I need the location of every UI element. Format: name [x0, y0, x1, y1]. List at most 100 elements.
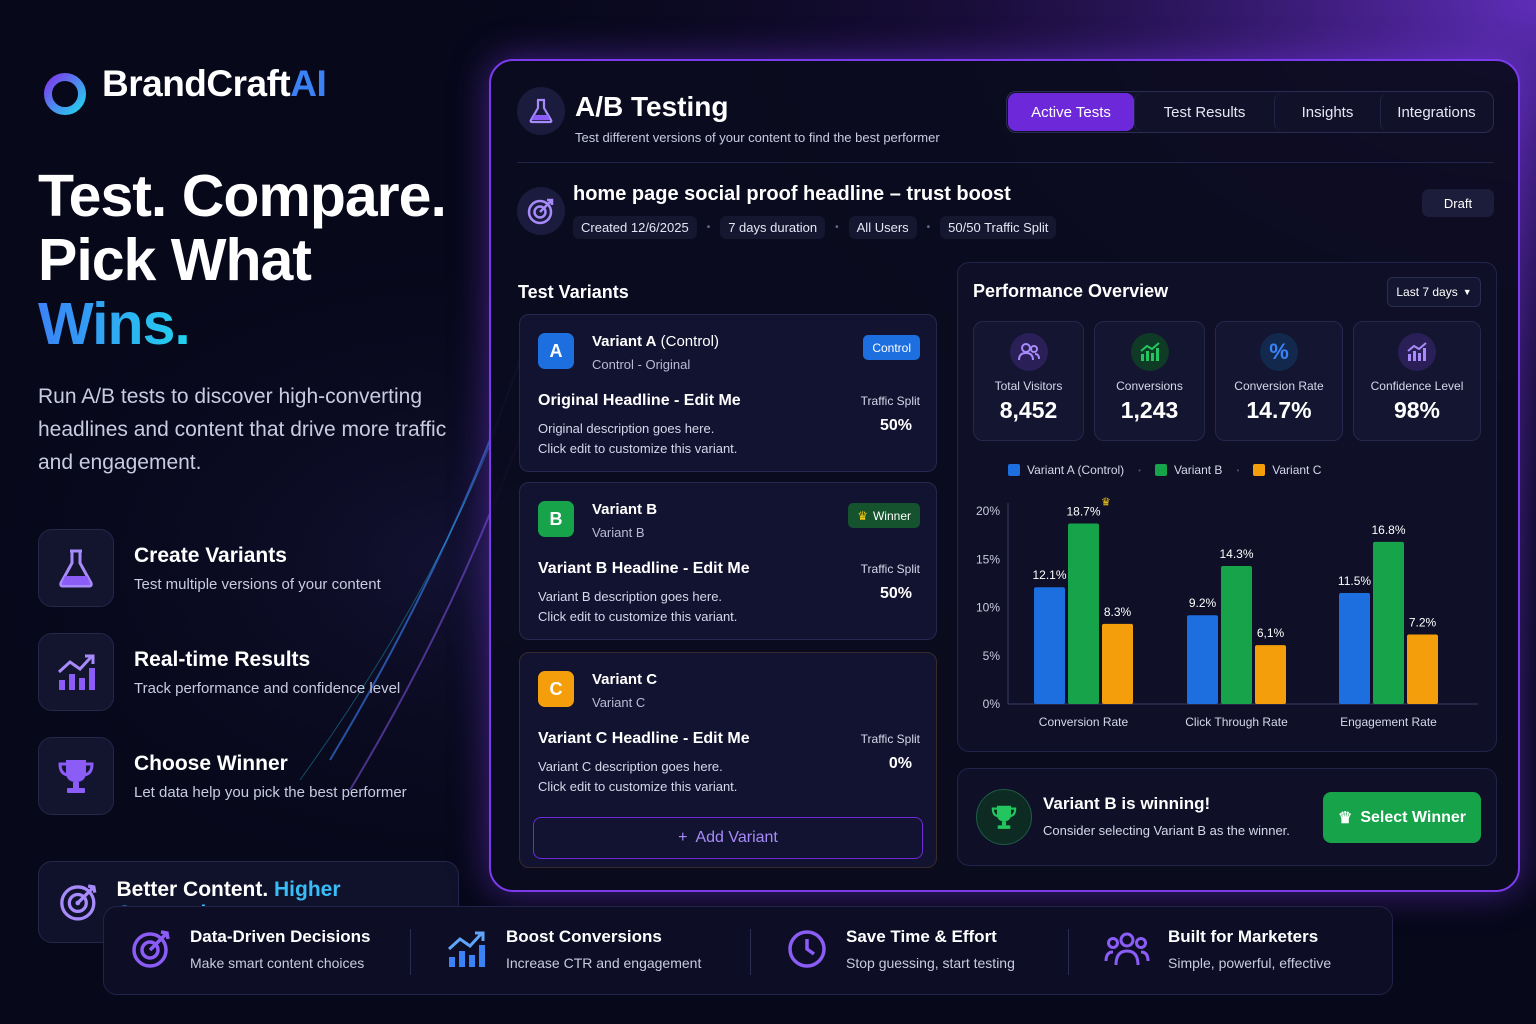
- winner-title: Variant B is winning!: [1043, 794, 1211, 813]
- test-summary: home page social proof headline – trust …: [517, 183, 1057, 239]
- select-winner-button[interactable]: ♛ Select Winner: [1323, 792, 1481, 843]
- stat-conversions: Conversions 1,243: [1094, 321, 1205, 441]
- x-category-label: Engagement Rate: [1340, 715, 1437, 729]
- bar-value-label: 12.1%: [1032, 568, 1066, 582]
- legend-item-c: Variant C: [1253, 463, 1321, 477]
- performance-title: Performance Overview: [973, 281, 1169, 301]
- date-range-select[interactable]: Last 7 days ▼: [1387, 277, 1481, 307]
- variant-description: Variant C description goes here. Click ed…: [538, 759, 738, 794]
- variant-card-a[interactable]: A Variant A (Control) Control - Original…: [519, 314, 937, 472]
- stat-value: 98%: [1393, 397, 1441, 423]
- variant-name: Variant A (Control): [592, 333, 719, 350]
- stat-conversion-rate: % Conversion Rate 14.7%: [1215, 321, 1343, 441]
- hero-description: Run A/B tests to discover high-convertin…: [38, 385, 447, 474]
- variants-section-title: Test Variants: [518, 282, 629, 302]
- traffic-split-value: 50%: [879, 417, 912, 434]
- bar-value-label: 11.5%: [1338, 574, 1371, 588]
- trophy-icon: [58, 760, 94, 793]
- status-badge[interactable]: Draft: [1422, 189, 1494, 217]
- page-subtitle: Test different versions of your content …: [575, 130, 940, 145]
- header-divider: [517, 162, 1494, 163]
- percent-icon: %: [1260, 333, 1298, 371]
- bar-variant-c: [1102, 623, 1133, 704]
- variant-subtitle: Control - Original: [592, 357, 691, 372]
- chart-legend: Variant A (Control) • Variant B • Varian…: [1008, 463, 1321, 477]
- x-category-label: Click Through Rate: [1185, 715, 1288, 729]
- target-icon: [60, 884, 97, 921]
- test-name[interactable]: home page social proof headline – trust …: [573, 183, 1011, 205]
- bar-variant-c: [1255, 645, 1286, 704]
- winner-crown-icon: ♛: [1101, 496, 1111, 509]
- bar-value-label: 9.2%: [1189, 596, 1217, 610]
- test-audience: All Users: [848, 216, 917, 239]
- bar-value-label: 14.3%: [1219, 547, 1253, 561]
- tab-insights[interactable]: Insights: [1274, 93, 1380, 131]
- variant-subtitle: Variant C: [592, 695, 646, 710]
- growth-chart-icon: [447, 931, 485, 967]
- bar-chart-icon: [1139, 342, 1160, 361]
- test-duration: 7 days duration: [720, 216, 826, 239]
- variant-subtitle: Variant B: [592, 525, 645, 540]
- winner-badge: ♛ Winner: [848, 503, 920, 528]
- brand-name: BrandCraftAI: [102, 63, 327, 104]
- variant-name: Variant B: [592, 501, 658, 518]
- panel-flask-badge: [517, 87, 565, 135]
- bar-variant-a: [1034, 587, 1065, 704]
- benefit-built-for-marketers: Built for Marketers Simple, powerful, eff…: [1104, 927, 1331, 971]
- y-tick-label: 10%: [976, 601, 1000, 615]
- control-badge: Control: [863, 335, 920, 360]
- bar-variant-a: [1187, 615, 1218, 704]
- traffic-split-value: 0%: [888, 755, 912, 772]
- winner-subtitle: Consider selecting Variant B as the winn…: [1043, 823, 1290, 838]
- tab-integrations[interactable]: Integrations: [1380, 93, 1492, 131]
- y-tick-label: 0%: [983, 697, 1001, 711]
- y-tick-label: 15%: [976, 552, 1000, 566]
- stat-total-visitors: Total Visitors 8,452: [973, 321, 1084, 441]
- traffic-split-value: 50%: [879, 585, 912, 602]
- stat-confidence-level: Confidence Level 98%: [1353, 321, 1481, 441]
- y-tick-label: 20%: [976, 504, 1000, 518]
- brand-mark-icon: [40, 48, 86, 115]
- confidence-chart-icon: [1407, 342, 1427, 361]
- traffic-split-label: Traffic Split: [860, 732, 920, 746]
- team-icon: [1104, 932, 1150, 966]
- feature-realtime-results: Real-time Results Track performance and c…: [38, 633, 478, 711]
- tab-bar: Active Tests Test Results Insights Integ…: [1006, 91, 1494, 133]
- traffic-split-label: Traffic Split: [860, 562, 920, 576]
- plus-icon: +: [678, 829, 688, 846]
- benefit-save-time: Save Time & Effort Stop guessing, start t…: [786, 927, 1015, 971]
- variant-description: Variant B description goes here. Click ed…: [538, 589, 738, 624]
- test-traffic-split: 50/50 Traffic Split: [940, 216, 1057, 239]
- tab-active-tests[interactable]: Active Tests: [1008, 93, 1134, 131]
- performance-overview: Performance Overview Last 7 days ▼ Total …: [957, 262, 1497, 752]
- stat-value: 14.7%: [1246, 397, 1312, 423]
- trophy-icon: [991, 805, 1017, 829]
- users-icon: [1017, 343, 1040, 361]
- variant-headline[interactable]: Original Headline - Edit Me: [538, 392, 741, 409]
- legend-item-a: Variant A (Control): [1008, 463, 1124, 477]
- variant-headline[interactable]: Variant B Headline - Edit Me: [538, 560, 750, 577]
- bar-value-label: 8.3%: [1104, 605, 1132, 619]
- bar-value-label: 16.8%: [1371, 523, 1405, 537]
- bar-variant-a: [1339, 593, 1370, 704]
- benefits-bar: Data-Driven Decisions Make smart content …: [103, 906, 1393, 995]
- traffic-split-label: Traffic Split: [860, 394, 920, 408]
- chevron-down-icon: ▼: [1462, 287, 1472, 297]
- clock-icon: [788, 930, 826, 968]
- crown-icon: ♛: [1337, 809, 1353, 827]
- winner-banner: Variant B is winning! Consider selecting…: [957, 768, 1497, 866]
- add-variant-button[interactable]: + Add Variant: [533, 817, 923, 859]
- benefit-data-driven: Data-Driven Decisions Make smart content …: [130, 927, 370, 971]
- crown-icon: ♛: [857, 508, 868, 523]
- x-category-label: Conversion Rate: [1039, 715, 1129, 729]
- variant-card-b[interactable]: B Variant B Variant B ♛ Winner Variant B …: [519, 482, 937, 640]
- variant-headline[interactable]: Variant C Headline - Edit Me: [538, 730, 750, 747]
- variant-letter-badge: B: [538, 501, 574, 537]
- stat-value: 1,243: [1120, 397, 1179, 423]
- y-tick-label: 5%: [983, 649, 1001, 663]
- performance-bar-chart: 0% 5% 10% 15% 20% 12.1% 18.7% 8.3% Conversion Ra…: [976, 496, 1478, 729]
- tab-test-results[interactable]: Test Results: [1134, 93, 1274, 131]
- variant-card-c[interactable]: C Variant C Variant C Variant C Headline…: [519, 652, 937, 868]
- brand-logo[interactable]: BrandCraftAI: [38, 48, 478, 120]
- test-target-badge: [517, 187, 565, 235]
